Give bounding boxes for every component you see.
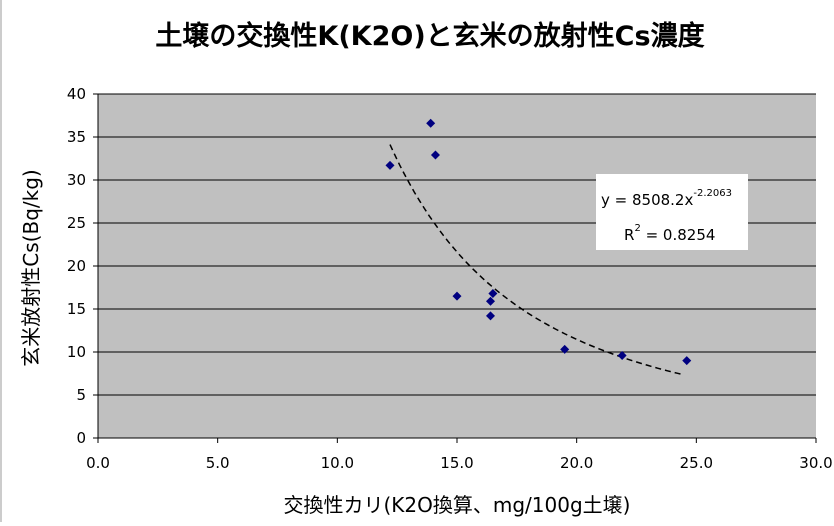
r-squared-symbol: R [624,226,634,244]
y-tick-label-4: 20 [67,257,86,275]
y-tick-label-0: 0 [76,429,86,447]
x-tick-label-5: 25.0 [680,454,713,472]
data-point-6 [488,289,498,299]
equation-main: y = 8508.2x [601,191,693,209]
r-squared-value: = 0.8254 [641,226,716,244]
data-points [385,118,692,366]
power-trendline [389,144,683,376]
chart-title: 土壌の交換性K(K2O)と玄米の放射性Cs濃度 [155,20,704,52]
data-point-4 [486,311,496,321]
data-point-7 [560,344,570,354]
y-tick-label-1: 5 [76,386,86,404]
x-tick-label-3: 15.0 [440,454,473,472]
y-tick-label-8: 40 [67,85,86,103]
y-tick-label-2: 10 [67,343,86,361]
x-tick-label-2: 10.0 [321,454,354,472]
equation-box-background [596,174,748,250]
data-point-8 [617,350,627,360]
y-tick-label-7: 35 [67,128,86,146]
equation-box: y = 8508.2x-2.2063 R2 = 0.8254 [596,174,748,250]
x-tick-label-6: 30.0 [799,454,832,472]
data-point-3 [452,291,462,301]
data-point-2 [430,150,440,160]
x-tick-label-0: 0.0 [86,454,110,472]
x-tick-label-4: 20.0 [560,454,593,472]
y-tick-label-6: 30 [67,171,86,189]
r-squared-superscript: 2 [634,223,640,234]
x-tick-label-1: 5.0 [206,454,230,472]
x-axis-ticks: 0.0 5.0 10.0 15.0 20.0 25.0 30.0 [86,438,833,472]
equation-exponent: -2.2063 [693,188,732,199]
equation-line: y = 8508.2x-2.2063 [601,188,732,209]
data-point-5 [486,296,496,306]
data-point-1 [426,118,436,128]
y-tick-label-3: 15 [67,300,86,318]
data-point-0 [385,160,395,170]
y-axis-title: 玄米放射性Cs(Bq/kg) [19,169,43,366]
y-tick-label-5: 25 [67,214,86,232]
r-squared-line: R2 = 0.8254 [624,223,715,244]
y-axis-ticks: 0 5 10 15 20 25 30 35 40 [67,85,98,447]
x-axis-title: 交換性カリ(K2O換算、mg/100g土壌) [284,493,631,517]
data-point-9 [682,356,692,366]
